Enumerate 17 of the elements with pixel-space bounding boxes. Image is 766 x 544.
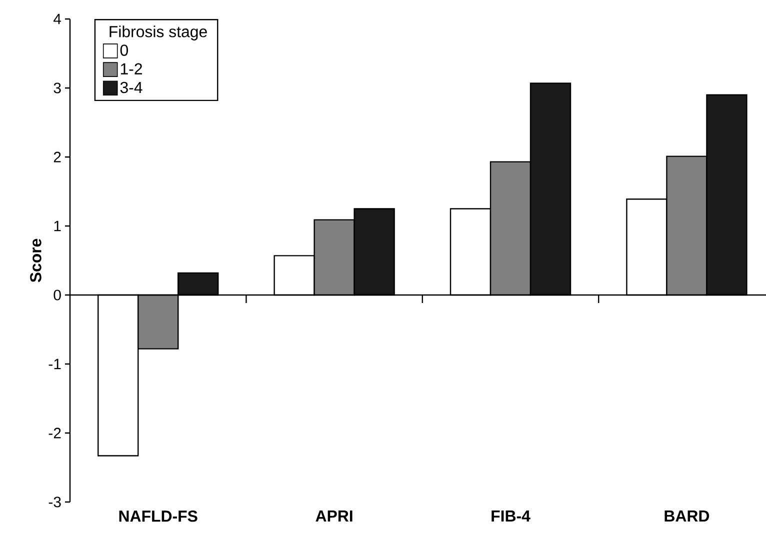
y-tick-label: 3 bbox=[54, 82, 61, 94]
legend-label: 1-2 bbox=[120, 63, 142, 74]
y-tick-label: -3 bbox=[48, 496, 61, 508]
legend-label: 3-4 bbox=[120, 82, 142, 94]
x-tick-label: FIB-4 bbox=[492, 510, 530, 522]
y-tick-label: -1 bbox=[48, 358, 61, 370]
y-tick-label: 1 bbox=[54, 220, 61, 232]
y-tick-label: -2 bbox=[48, 428, 61, 438]
x-tick-label: APRI bbox=[316, 510, 352, 522]
y-axis-title: Score bbox=[30, 238, 42, 282]
y-tick-label: 4 bbox=[54, 14, 62, 24]
legend-title: Fibrosis stage bbox=[110, 26, 207, 40]
y-tick-label: 0 bbox=[54, 290, 61, 300]
legend-label: 0 bbox=[120, 44, 128, 56]
x-tick-label: NAFLD-FS bbox=[119, 510, 198, 522]
x-tick-label: BARD bbox=[664, 510, 710, 522]
y-tick-label: 2 bbox=[54, 152, 61, 162]
